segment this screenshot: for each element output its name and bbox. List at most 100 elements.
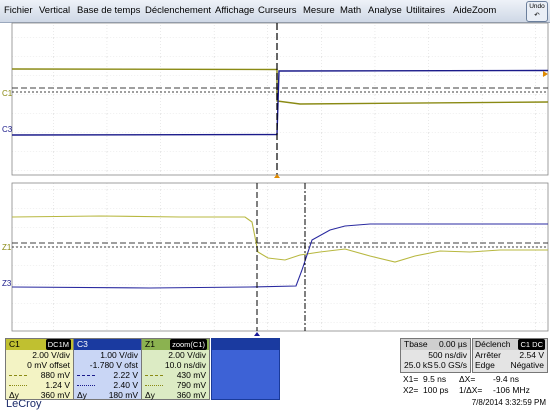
channel-header: Z1 zoom(C1) <box>142 339 209 350</box>
channel-box[interactable]: Z1 zoom(C1) 2.00 V/div 10.0 ns/div 430 mV 790… <box>141 338 210 400</box>
channel-box[interactable]: C3 1.00 V/div -1.780 V ofst 2.22 V 2.40 V Δy 1… <box>73 338 142 400</box>
menu-item[interactable]: Mesure <box>303 5 335 16</box>
trace-label: C3 <box>2 125 13 134</box>
zoom-button[interactable]: Zoom <box>472 5 497 16</box>
timebase-box[interactable]: Tbase 0.00 µs 500 ns/div 25.0 kS 5.0 GS/s <box>400 338 471 373</box>
tbase-samples: 25.0 kS <box>404 360 433 370</box>
menu-item[interactable]: Aide <box>453 5 473 16</box>
offset: 0 mV offset <box>27 360 70 370</box>
channel-header: C1 DC1M <box>6 339 73 350</box>
channel-name: C1 <box>9 339 20 349</box>
cursor2: 1.24 V <box>45 380 70 390</box>
offset: -1.780 V ofst <box>89 360 138 370</box>
cursor1: 2.22 V <box>113 370 138 380</box>
delta-label: Δy <box>9 390 19 400</box>
z3-box[interactable] <box>211 338 280 400</box>
menu-item[interactable]: Base de temps <box>77 5 141 16</box>
tbase-title: Tbase <box>404 339 428 349</box>
menu-item[interactable]: Fichier <box>4 5 33 16</box>
menu-item[interactable]: Utilitaires <box>406 5 446 16</box>
trig-badge: C1 DC <box>518 339 545 350</box>
row: Δy 360 mV <box>142 390 209 400</box>
cursor-readout: X1= 9.5 ns ΔX= -9.4 ns <box>403 374 548 384</box>
cursor-style <box>77 375 95 376</box>
trig-kind: Edge <box>475 360 495 370</box>
delta-label: Δy <box>77 390 87 400</box>
tbase-rate: 500 ns/div <box>428 350 467 360</box>
timebase-header: Tbase 0.00 µs <box>401 339 470 350</box>
row: 2.00 V/div <box>142 350 209 360</box>
undo-button[interactable]: Undo ↶ <box>526 1 548 22</box>
cursor-readout: X2= 100 ps 1/ΔX= -106 MHz <box>403 385 548 395</box>
row: 880 mV <box>6 370 73 380</box>
row: Δy 360 mV <box>6 390 73 400</box>
cursor-style <box>9 375 27 376</box>
row: 500 ns/div <box>401 350 470 360</box>
row: 2.00 V/div <box>6 350 73 360</box>
cursor-style <box>77 385 95 386</box>
scale: 1.00 V/div <box>100 350 138 360</box>
row: 0 mV offset <box>6 360 73 370</box>
cursor1: 430 mV <box>176 370 206 380</box>
row: 25.0 kS 5.0 GS/s <box>401 360 470 370</box>
undo-label: Undo <box>529 3 545 10</box>
menu-item[interactable]: Curseurs <box>258 5 297 16</box>
cursor-delta-label: 1/ΔX= <box>459 385 483 395</box>
menu-item[interactable]: Vertical <box>39 5 71 16</box>
trace-label: C1 <box>2 89 13 98</box>
delta-label: Δy <box>145 390 155 400</box>
row: 10.0 ns/div <box>142 360 209 370</box>
offset: 10.0 ns/div <box>164 360 206 370</box>
cursor2: 790 mV <box>176 380 206 390</box>
trigger-level <box>543 71 548 77</box>
z3-header <box>212 339 279 350</box>
trig-title: Déclench <box>475 339 511 349</box>
timestamp: 7/8/2014 3:32:59 PM <box>472 398 547 407</box>
zoom-marker <box>254 332 260 336</box>
menu-bar: Zoom Undo ↶ Fichier Vertical Base de temps D… <box>0 0 550 23</box>
cursor-value: 100 ps <box>423 385 449 395</box>
row: -1.780 V ofst <box>74 360 141 370</box>
cursor-style <box>145 385 163 386</box>
cursor-delta: -106 MHz <box>493 385 530 395</box>
cursor-label: X1= <box>403 374 419 384</box>
trig-slope: Négative <box>510 360 544 370</box>
row: Edge Négative <box>473 360 547 370</box>
menu-item[interactable]: Math <box>340 5 362 16</box>
row: 430 mV <box>142 370 209 380</box>
trace-label: Z3 <box>2 279 12 288</box>
trig-level: 2.54 V <box>519 350 544 360</box>
row: 1.00 V/div <box>74 350 141 360</box>
cursor1: 880 mV <box>40 370 70 380</box>
cursor-delta-label: ΔX= <box>459 374 476 384</box>
row: 1.24 V <box>6 380 73 390</box>
delta: 360 mV <box>176 390 206 400</box>
upper-grid <box>11 22 549 176</box>
cursor-label: X2= <box>403 385 419 395</box>
menu-item[interactable]: Déclenchement <box>145 5 212 16</box>
menu-item[interactable]: Analyse <box>368 5 402 16</box>
cursor-style <box>145 375 163 376</box>
cursor2: 2.40 V <box>113 380 138 390</box>
tbase-srate: 5.0 GS/s <box>433 360 467 370</box>
cursor-value: 9.5 ns <box>423 374 447 384</box>
menu-item[interactable]: Affichage <box>215 5 255 16</box>
row: Δy 180 mV <box>74 390 141 400</box>
tbase-delay: 0.00 µs <box>438 339 467 349</box>
trace-z1 <box>11 215 548 263</box>
scale: 2.00 V/div <box>168 350 206 360</box>
trigger-header: Déclench C1 DC <box>473 339 547 350</box>
cursor-delta: -9.4 ns <box>493 374 519 384</box>
trace-c3 <box>11 69 549 136</box>
delta: 360 mV <box>40 390 70 400</box>
trace-z3 <box>11 223 548 289</box>
channel-badge: zoom(C1) <box>170 339 207 350</box>
lower-grid <box>11 182 549 332</box>
brand: LeCroy <box>6 398 42 410</box>
trigger-pos <box>274 174 280 178</box>
trigger-box[interactable]: Déclench C1 DC Arrêter 2.54 V Edge Négative <box>472 338 548 373</box>
row: 2.22 V <box>74 370 141 380</box>
